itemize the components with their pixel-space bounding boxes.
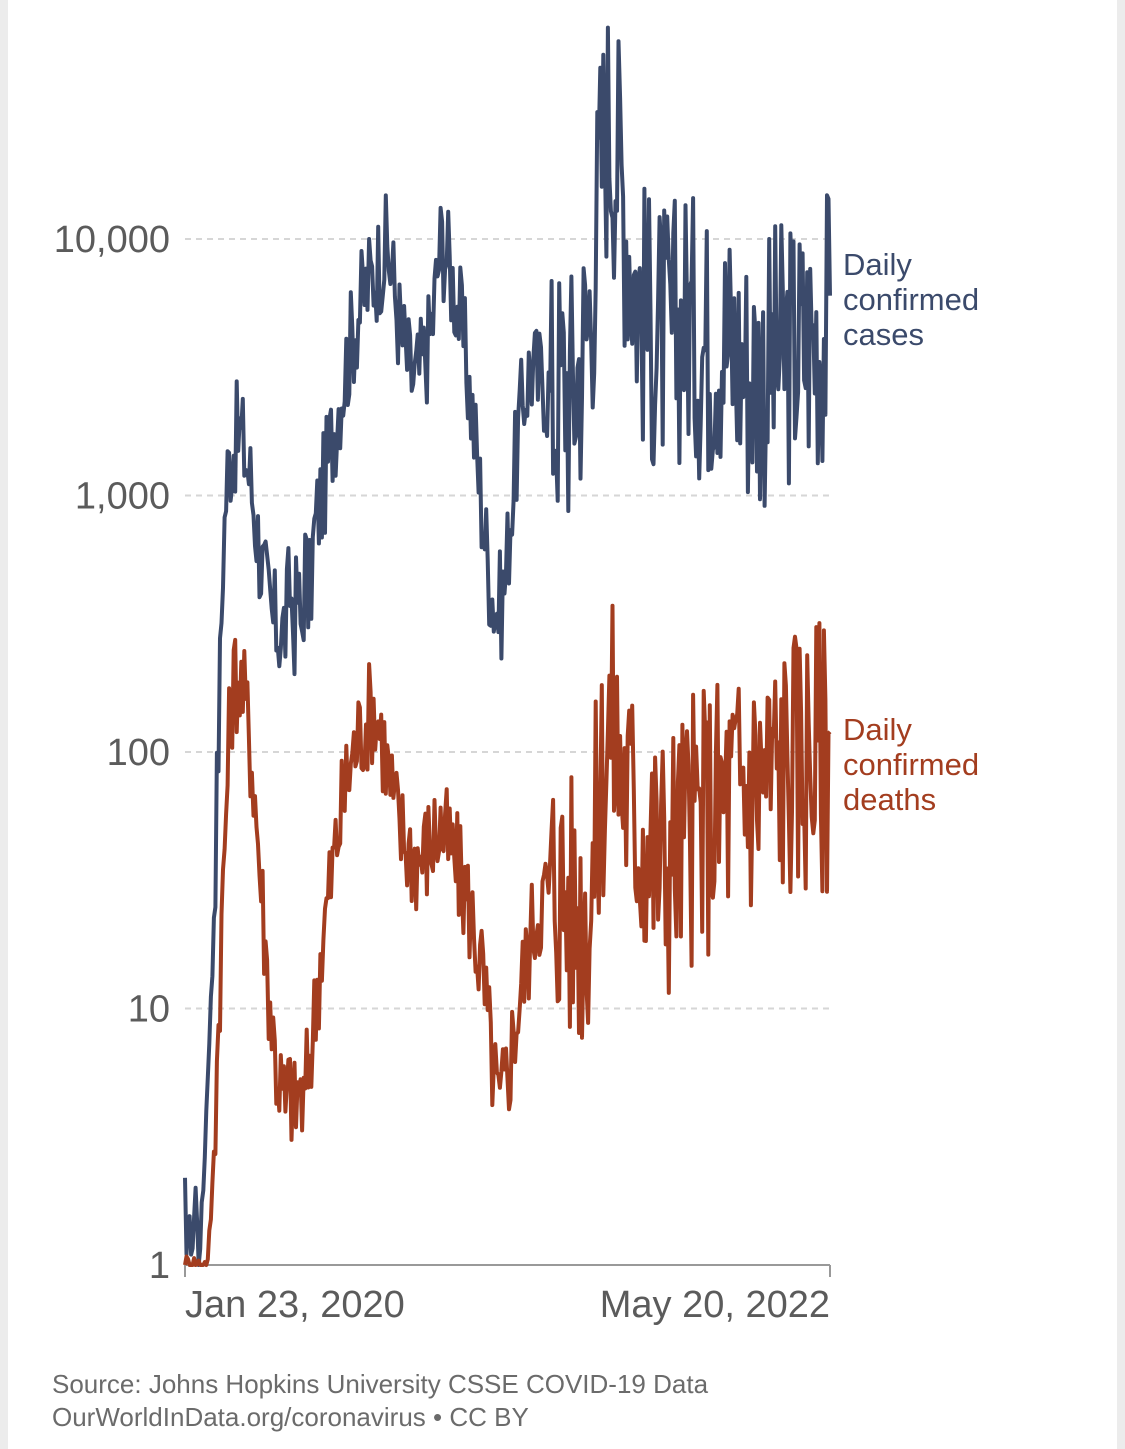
series-lines bbox=[183, 25, 832, 1267]
cases-series-label: cases bbox=[843, 317, 924, 352]
deaths-series-label: deaths bbox=[843, 782, 936, 817]
y-tick-label: 10 bbox=[128, 989, 170, 1031]
credit-line[interactable]: OurWorldInData.org/coronavirus • CC BY bbox=[52, 1402, 529, 1432]
cases-series-label: Daily bbox=[843, 247, 912, 282]
source-note: Source: Johns Hopkins University CSSE CO… bbox=[52, 1368, 708, 1434]
y-tick-label: 1 bbox=[149, 1245, 170, 1287]
source-line: Source: Johns Hopkins University CSSE CO… bbox=[52, 1369, 709, 1399]
x-tick-label: May 20, 2022 bbox=[600, 1284, 830, 1326]
cases-series-label: confirmed bbox=[843, 282, 979, 317]
y-tick-label: 1,000 bbox=[75, 476, 170, 518]
x-axis: Jan 23, 2020 May 20, 2022 bbox=[184, 1264, 831, 1326]
deaths-series-label: confirmed bbox=[843, 747, 979, 782]
deaths-series-line bbox=[183, 603, 832, 1267]
cases-series-line bbox=[183, 25, 832, 1267]
y-tick-label: 10,000 bbox=[54, 219, 170, 261]
gridlines bbox=[185, 238, 830, 1010]
line-chart: 1 10 100 1,000 10,000 Jan 23, 2020 May 20, 20… bbox=[54, 25, 979, 1326]
deaths-series-label: Daily bbox=[843, 712, 912, 747]
x-tick-label: Jan 23, 2020 bbox=[185, 1284, 405, 1326]
y-tick-label: 100 bbox=[107, 732, 170, 774]
right-frame-border bbox=[1117, 0, 1125, 1449]
y-axis-tick-labels: 1 10 100 1,000 10,000 bbox=[54, 219, 170, 1287]
left-frame-border bbox=[0, 0, 8, 1449]
